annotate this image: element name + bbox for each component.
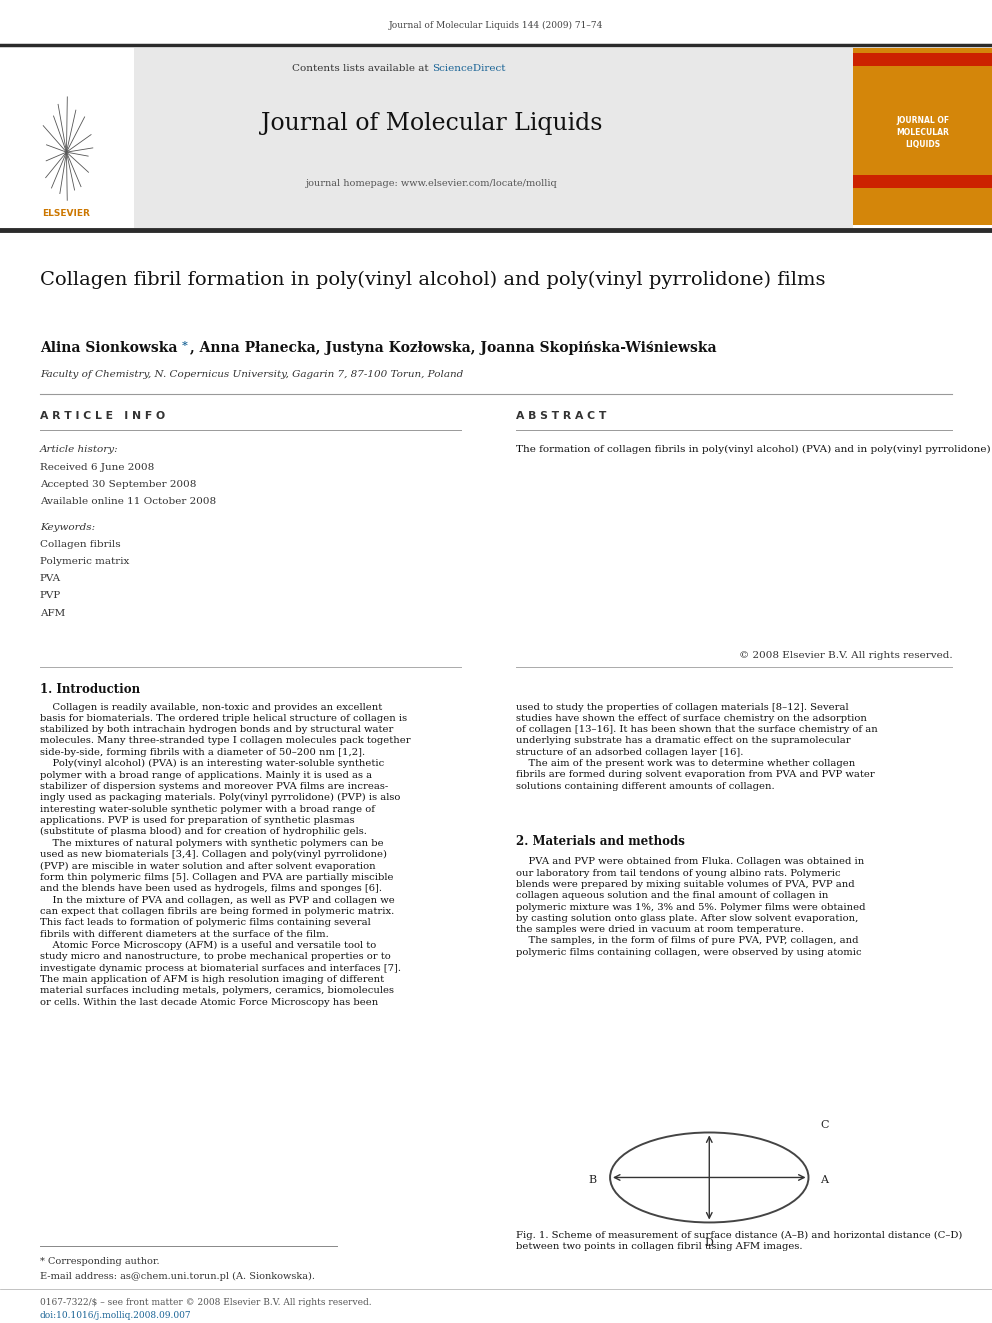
Text: PVA: PVA [40,574,61,583]
Text: C: C [820,1119,829,1130]
Text: © 2008 Elsevier B.V. All rights reserved.: © 2008 Elsevier B.V. All rights reserved… [739,651,952,660]
Text: PVP: PVP [40,591,61,601]
Text: Contents lists available at: Contents lists available at [292,64,432,73]
Text: Faculty of Chemistry, N. Copernicus University, Gagarin 7, 87-100 Torun, Poland: Faculty of Chemistry, N. Copernicus Univ… [40,370,463,380]
Text: A R T I C L E   I N F O: A R T I C L E I N F O [40,411,165,422]
Text: Journal of Molecular Liquids: Journal of Molecular Liquids [261,112,602,135]
Text: The formation of collagen fibrils in poly(vinyl alcohol) (PVA) and in poly(vinyl: The formation of collagen fibrils in pol… [516,445,992,454]
Text: 1. Introduction: 1. Introduction [40,683,140,696]
Text: Alina Sionkowska: Alina Sionkowska [40,341,178,356]
Text: Accepted 30 September 2008: Accepted 30 September 2008 [40,480,196,490]
Bar [853,53,992,66]
Bar [853,175,992,188]
Text: E-mail address: as@chem.uni.torun.pl (A. Sionkowska).: E-mail address: as@chem.uni.torun.pl (A.… [40,1271,314,1281]
Text: Keywords:: Keywords: [40,523,95,532]
Text: , Anna Płanecka, Justyna Kozłowska, Joanna Skopińska-Wiśniewska: , Anna Płanecka, Justyna Kozłowska, Joan… [190,341,717,356]
Text: D: D [705,1238,713,1249]
Text: 2. Materials and methods: 2. Materials and methods [516,835,684,848]
Text: Polymeric matrix: Polymeric matrix [40,557,129,566]
Text: Journal of Molecular Liquids 144 (2009) 71–74: Journal of Molecular Liquids 144 (2009) … [389,21,603,30]
Text: JOURNAL OF
MOLECULAR
LIQUIDS: JOURNAL OF MOLECULAR LIQUIDS [896,116,949,148]
Text: A: A [820,1175,828,1185]
Text: * Corresponding author.: * Corresponding author. [40,1257,160,1266]
Text: ELSEVIER: ELSEVIER [43,209,90,218]
Text: doi:10.1016/j.molliq.2008.09.007: doi:10.1016/j.molliq.2008.09.007 [40,1311,191,1320]
Text: Collagen fibril formation in poly(vinyl alcohol) and poly(vinyl pyrrolidone) fil: Collagen fibril formation in poly(vinyl … [40,271,825,290]
Text: journal homepage: www.elsevier.com/locate/molliq: journal homepage: www.elsevier.com/locat… [306,179,558,188]
Text: 0167-7322/$ – see front matter © 2008 Elsevier B.V. All rights reserved.: 0167-7322/$ – see front matter © 2008 El… [40,1298,371,1307]
Bar [0,48,134,228]
Text: used to study the properties of collagen materials [8–12]. Several
studies have : used to study the properties of collagen… [516,703,878,791]
Text: Article history:: Article history: [40,445,118,454]
Text: ScienceDirect: ScienceDirect [433,64,506,73]
Text: Collagen fibrils: Collagen fibrils [40,540,120,549]
Text: Available online 11 October 2008: Available online 11 October 2008 [40,497,216,507]
Bar [853,48,992,225]
Text: Collagen is readily available, non-toxic and provides an excellent
basis for bio: Collagen is readily available, non-toxic… [40,703,411,1007]
Bar [134,48,853,228]
Text: AFM: AFM [40,609,64,618]
Text: *: * [182,340,187,351]
Text: A B S T R A C T: A B S T R A C T [516,411,606,422]
Text: B: B [588,1175,596,1185]
Text: PVA and PVP were obtained from Fluka. Collagen was obtained in
our laboratory fr: PVA and PVP were obtained from Fluka. Co… [516,857,865,957]
Text: Fig. 1. Scheme of measurement of surface distance (A–B) and horizontal distance : Fig. 1. Scheme of measurement of surface… [516,1230,962,1252]
Text: Received 6 June 2008: Received 6 June 2008 [40,463,154,472]
